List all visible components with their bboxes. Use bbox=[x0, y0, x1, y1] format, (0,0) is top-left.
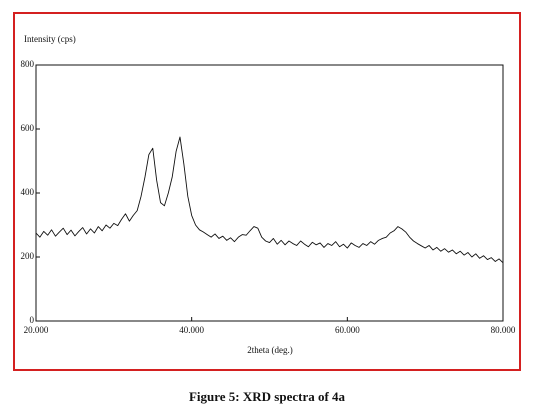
x-tick-label: 20.000 bbox=[24, 325, 49, 335]
y-tick-label: 200 bbox=[21, 251, 35, 261]
x-axis-title: 2theta (deg.) bbox=[247, 345, 292, 355]
y-tick-label: 0 bbox=[30, 315, 35, 325]
caption: Figure 5: XRD spectra of 4a bbox=[189, 389, 346, 404]
y-tick-label: 600 bbox=[21, 123, 35, 133]
spectrum-line bbox=[35, 136, 504, 264]
x-tick-label: 60.000 bbox=[335, 325, 360, 335]
plot-frame bbox=[35, 64, 504, 322]
y-axis-title: Intensity (cps) bbox=[24, 34, 76, 44]
figure-border bbox=[13, 12, 521, 371]
x-tick-label: 80.000 bbox=[491, 325, 516, 335]
y-tick-label: 800 bbox=[21, 59, 35, 69]
y-tick-label: 400 bbox=[21, 187, 35, 197]
x-tick-label: 40.000 bbox=[179, 325, 204, 335]
